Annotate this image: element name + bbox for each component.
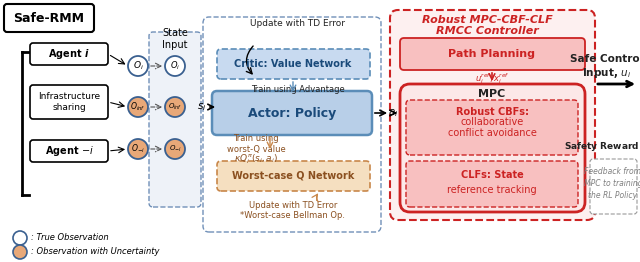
Circle shape (165, 97, 185, 117)
Text: $a_i$: $a_i$ (388, 107, 398, 119)
Text: : True Observation: : True Observation (31, 233, 109, 243)
Text: Robust MPC-CBF-CLF: Robust MPC-CBF-CLF (422, 15, 552, 25)
FancyBboxPatch shape (217, 161, 370, 191)
FancyBboxPatch shape (400, 84, 585, 212)
Text: conflict avoidance: conflict avoidance (447, 128, 536, 138)
Text: Infrastructure
sharing: Infrastructure sharing (38, 92, 100, 112)
FancyBboxPatch shape (203, 17, 381, 232)
FancyBboxPatch shape (212, 91, 372, 135)
Text: $u_i^{ref}, x_i^{ref}$: $u_i^{ref}, x_i^{ref}$ (475, 72, 509, 86)
Text: State
Input: State Input (162, 28, 188, 50)
FancyBboxPatch shape (30, 85, 108, 119)
Text: $O_i$: $O_i$ (132, 60, 143, 72)
Circle shape (128, 56, 148, 76)
Text: Safety Reward $r_i^{MPC}$: Safety Reward $r_i^{MPC}$ (564, 140, 640, 155)
Text: Safe-RMM: Safe-RMM (13, 12, 84, 25)
Text: Feedback from: Feedback from (584, 167, 640, 177)
FancyBboxPatch shape (406, 161, 578, 207)
Text: *Worst-case Bellman Op.: *Worst-case Bellman Op. (241, 210, 346, 220)
Text: $O_{-i}$: $O_{-i}$ (168, 144, 182, 154)
Text: $O_i$: $O_i$ (170, 60, 180, 72)
Circle shape (165, 56, 185, 76)
Text: Agent $-i$: Agent $-i$ (45, 144, 93, 158)
Text: Safe Control
Input, $u_i$: Safe Control Input, $u_i$ (570, 54, 640, 80)
FancyBboxPatch shape (30, 43, 108, 65)
Text: $O_{inf}$: $O_{inf}$ (168, 102, 182, 112)
FancyBboxPatch shape (406, 100, 578, 155)
Text: Train using Advantage: Train using Advantage (251, 85, 345, 95)
Text: Robust CBFs:: Robust CBFs: (456, 107, 529, 117)
Text: Worst-case Q Network: Worst-case Q Network (232, 171, 354, 181)
FancyBboxPatch shape (590, 159, 637, 214)
Text: Update with TD Error: Update with TD Error (249, 200, 337, 210)
Text: MPC: MPC (478, 89, 506, 99)
Text: the RL Policy: the RL Policy (588, 192, 637, 200)
FancyBboxPatch shape (149, 32, 201, 207)
FancyBboxPatch shape (217, 49, 370, 79)
Text: collaborative: collaborative (460, 117, 524, 127)
FancyBboxPatch shape (30, 140, 108, 162)
FancyBboxPatch shape (390, 10, 595, 220)
Text: Path Planning: Path Planning (449, 49, 536, 59)
Circle shape (128, 97, 148, 117)
Circle shape (128, 139, 148, 159)
Text: $\kappa Q_i^{\pi}(s_i, a_i)$: $\kappa Q_i^{\pi}(s_i, a_i)$ (234, 152, 278, 166)
Text: Critic: Value Network: Critic: Value Network (234, 59, 352, 69)
Text: $O_{inf}$: $O_{inf}$ (131, 101, 146, 113)
FancyBboxPatch shape (400, 38, 585, 70)
Circle shape (13, 245, 27, 259)
Text: Train using
worst-Q value: Train using worst-Q value (227, 134, 285, 154)
Text: reference tracking: reference tracking (447, 185, 537, 195)
Text: $O_{-i}$: $O_{-i}$ (131, 143, 145, 155)
Text: CLFs: State: CLFs: State (461, 170, 524, 180)
FancyBboxPatch shape (4, 4, 94, 32)
Text: Update with TD Error: Update with TD Error (250, 19, 346, 29)
Text: $s_i$: $s_i$ (197, 101, 207, 113)
Text: MPC to training: MPC to training (584, 179, 640, 188)
Text: Agent $\boldsymbol{i}$: Agent $\boldsymbol{i}$ (48, 47, 90, 61)
Text: Actor: Policy: Actor: Policy (248, 106, 336, 119)
Text: : Observation with Uncertainty: : Observation with Uncertainty (31, 248, 159, 256)
Circle shape (13, 231, 27, 245)
Text: RMCC Controller: RMCC Controller (436, 26, 538, 36)
Circle shape (165, 139, 185, 159)
